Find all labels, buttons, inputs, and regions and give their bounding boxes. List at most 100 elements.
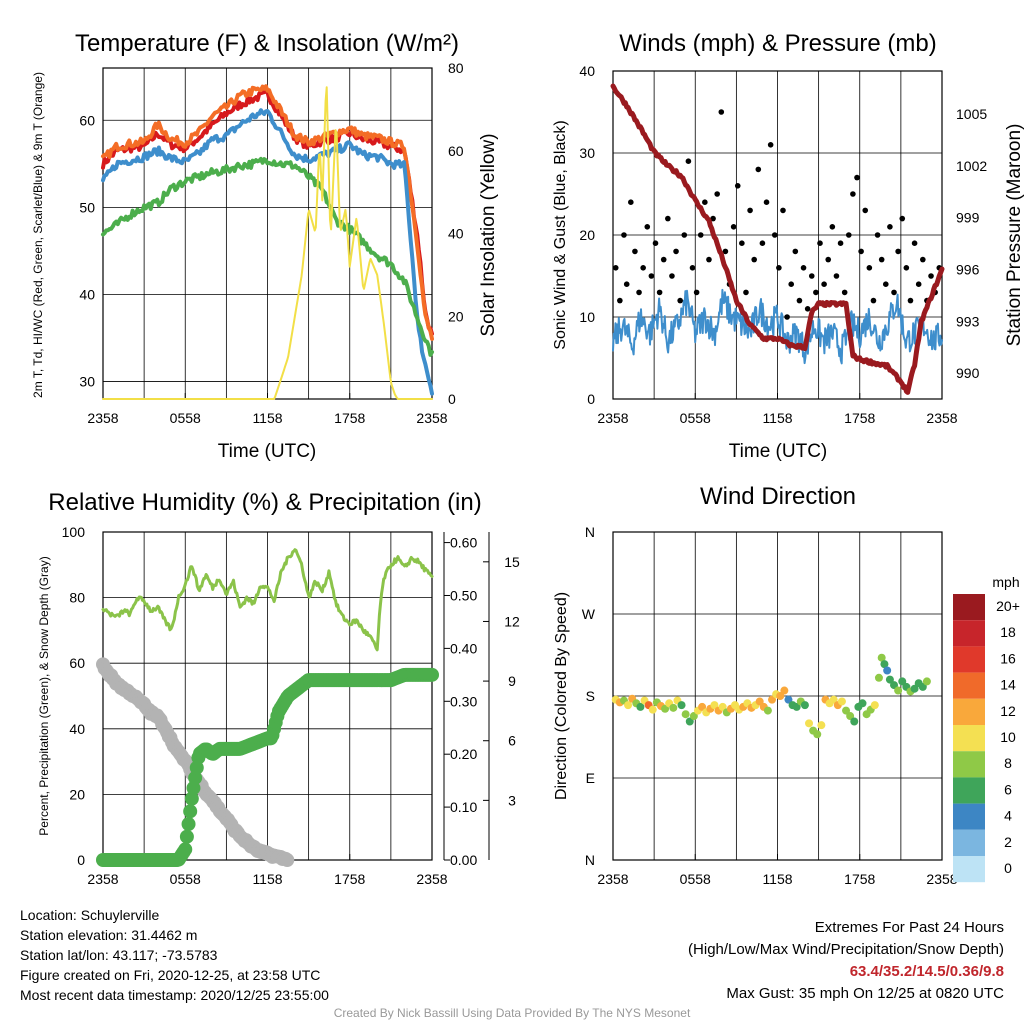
gust-point xyxy=(706,256,712,263)
gust-point xyxy=(796,297,803,304)
x-tick-label: 2358 xyxy=(416,410,447,426)
sonic-wind-line xyxy=(612,288,943,365)
wind-direction-point xyxy=(792,702,801,711)
y-axis-label: 2m T, Td, HI/WC (Red, Green, Scarlet/Blu… xyxy=(31,72,45,398)
gust-point xyxy=(623,281,630,288)
precipitation-point xyxy=(179,829,194,844)
wind-direction-point xyxy=(870,701,879,710)
panel-title: Temperature (F) & Insolation (W/m²) xyxy=(75,30,459,57)
gust-point xyxy=(628,199,634,205)
gust-point xyxy=(915,281,922,288)
colorbar-swatch xyxy=(953,672,985,699)
y2-tick-label: 999 xyxy=(956,210,980,226)
wind-direction-point xyxy=(669,703,678,712)
gust-point xyxy=(870,297,877,304)
gust-point xyxy=(899,215,906,222)
colorbar-label: 0 xyxy=(1004,860,1012,876)
precip-tick-label: 0.10 xyxy=(450,799,477,815)
y-axis-label: Direction (Colored By Speed) xyxy=(553,592,570,800)
y-tick-label: N xyxy=(585,524,595,540)
y-tick-label: 60 xyxy=(79,112,95,128)
colorbar-label: 12 xyxy=(1000,703,1016,719)
max-gust-text: Max Gust: 35 mph On 12/25 at 0820 UTC xyxy=(726,985,1004,1002)
wind-direction-point xyxy=(805,719,814,728)
created-text: Figure created on Fri, 2020-12-25, at 23… xyxy=(20,967,321,983)
colorbar-swatch xyxy=(953,777,985,804)
colorbar-swatch xyxy=(953,725,985,752)
gust-point xyxy=(837,240,844,246)
snow-tick-label: 6 xyxy=(508,733,516,749)
y-tick-label: 40 xyxy=(579,63,595,79)
y-tick-label: 60 xyxy=(69,655,85,671)
gust-point xyxy=(648,273,655,279)
gust-point xyxy=(681,232,688,238)
y-tick-label: 30 xyxy=(579,145,595,161)
x-tick-label: 1758 xyxy=(334,410,365,426)
panel-title: Winds (mph) & Pressure (mb) xyxy=(619,30,936,57)
gust-point xyxy=(887,224,893,230)
x-axis-label: Time (UTC) xyxy=(729,441,828,462)
gust-point xyxy=(866,265,873,271)
timestamp-text: Most recent data timestamp: 2020/12/25 2… xyxy=(20,987,329,1003)
colorbar-swatch xyxy=(953,594,985,621)
gust-point xyxy=(656,289,663,296)
gust-point xyxy=(751,256,757,263)
y-axis-label: Percent, Precipitation (Green), & Snow D… xyxy=(37,556,51,835)
y-axis-label: Sonic Wind & Gust (Blue, Black) xyxy=(552,120,569,349)
gust-point xyxy=(763,199,770,205)
x-tick-label: 1758 xyxy=(334,871,365,887)
gust-point xyxy=(677,297,683,304)
humidity-panel: 0 20 40 60 80 100 0.00 0.10 0.20 0.30 0.40 0.50 0.60… xyxy=(37,489,520,887)
panel-title: Relative Humidity (%) & Precipitation (i… xyxy=(48,489,481,516)
temperature-series-line xyxy=(101,156,434,357)
y-tick-label: N xyxy=(585,852,595,868)
speed-colorbar: 20+ 18 16 14 12 10 8 6 4 2 0 mph xyxy=(953,574,1020,883)
wind-direction-point xyxy=(661,704,670,713)
gust-point xyxy=(730,224,737,230)
wind-direction-point xyxy=(874,673,883,682)
gust-point xyxy=(858,248,864,255)
precip-tick-label: 0.20 xyxy=(450,746,477,762)
gust-point xyxy=(874,232,881,238)
y-tick-label: 20 xyxy=(579,227,595,243)
wind-direction-point xyxy=(685,717,694,726)
gust-point xyxy=(907,297,914,304)
wind-direction-point xyxy=(718,702,727,711)
gust-point xyxy=(617,297,623,304)
gust-point xyxy=(825,256,832,263)
gust-point xyxy=(776,265,782,271)
wind-direction-point xyxy=(776,692,785,700)
wind-direction-point xyxy=(800,701,809,710)
extremes-legend: (High/Low/Max Wind/Precipitation/Snow De… xyxy=(688,941,1004,958)
gust-point xyxy=(891,289,897,296)
gust-point xyxy=(660,256,667,263)
snow-depth-point xyxy=(280,853,295,867)
station-info: Location: Schuylerville Station elevatio… xyxy=(20,905,329,1005)
gust-point xyxy=(845,232,852,238)
y-tick-label: 10 xyxy=(579,309,595,325)
winds-panel: 0 10 20 30 40 990 993 996 999 1002 1005 2358 0558 115… xyxy=(552,30,1024,462)
gust-point xyxy=(644,224,651,230)
x-tick-label: 0558 xyxy=(680,410,711,426)
wind-direction-point xyxy=(813,730,822,739)
colorbar-label: 18 xyxy=(1000,624,1016,640)
extremes-heading: Extremes For Past 24 Hours xyxy=(814,919,1004,936)
precipitation-point xyxy=(183,804,198,819)
gust-point xyxy=(920,256,926,263)
x-tick-label: 0558 xyxy=(170,871,201,887)
gust-point xyxy=(911,240,918,246)
credit-text: Created By Nick Bassill Using Data Provi… xyxy=(333,1006,691,1020)
colorbar-label: 16 xyxy=(1000,650,1016,666)
colorbar-label: 10 xyxy=(1000,729,1016,745)
gust-point xyxy=(702,199,708,205)
gust-point xyxy=(755,166,762,173)
gust-point xyxy=(640,265,646,271)
colorbar-label: 20+ xyxy=(996,598,1020,614)
y-tick-label: 30 xyxy=(79,374,95,390)
gust-point xyxy=(693,289,700,296)
wind-direction-point xyxy=(780,686,789,695)
panel-title: Wind Direction xyxy=(700,483,856,510)
y2-tick-label: 1002 xyxy=(956,158,987,174)
